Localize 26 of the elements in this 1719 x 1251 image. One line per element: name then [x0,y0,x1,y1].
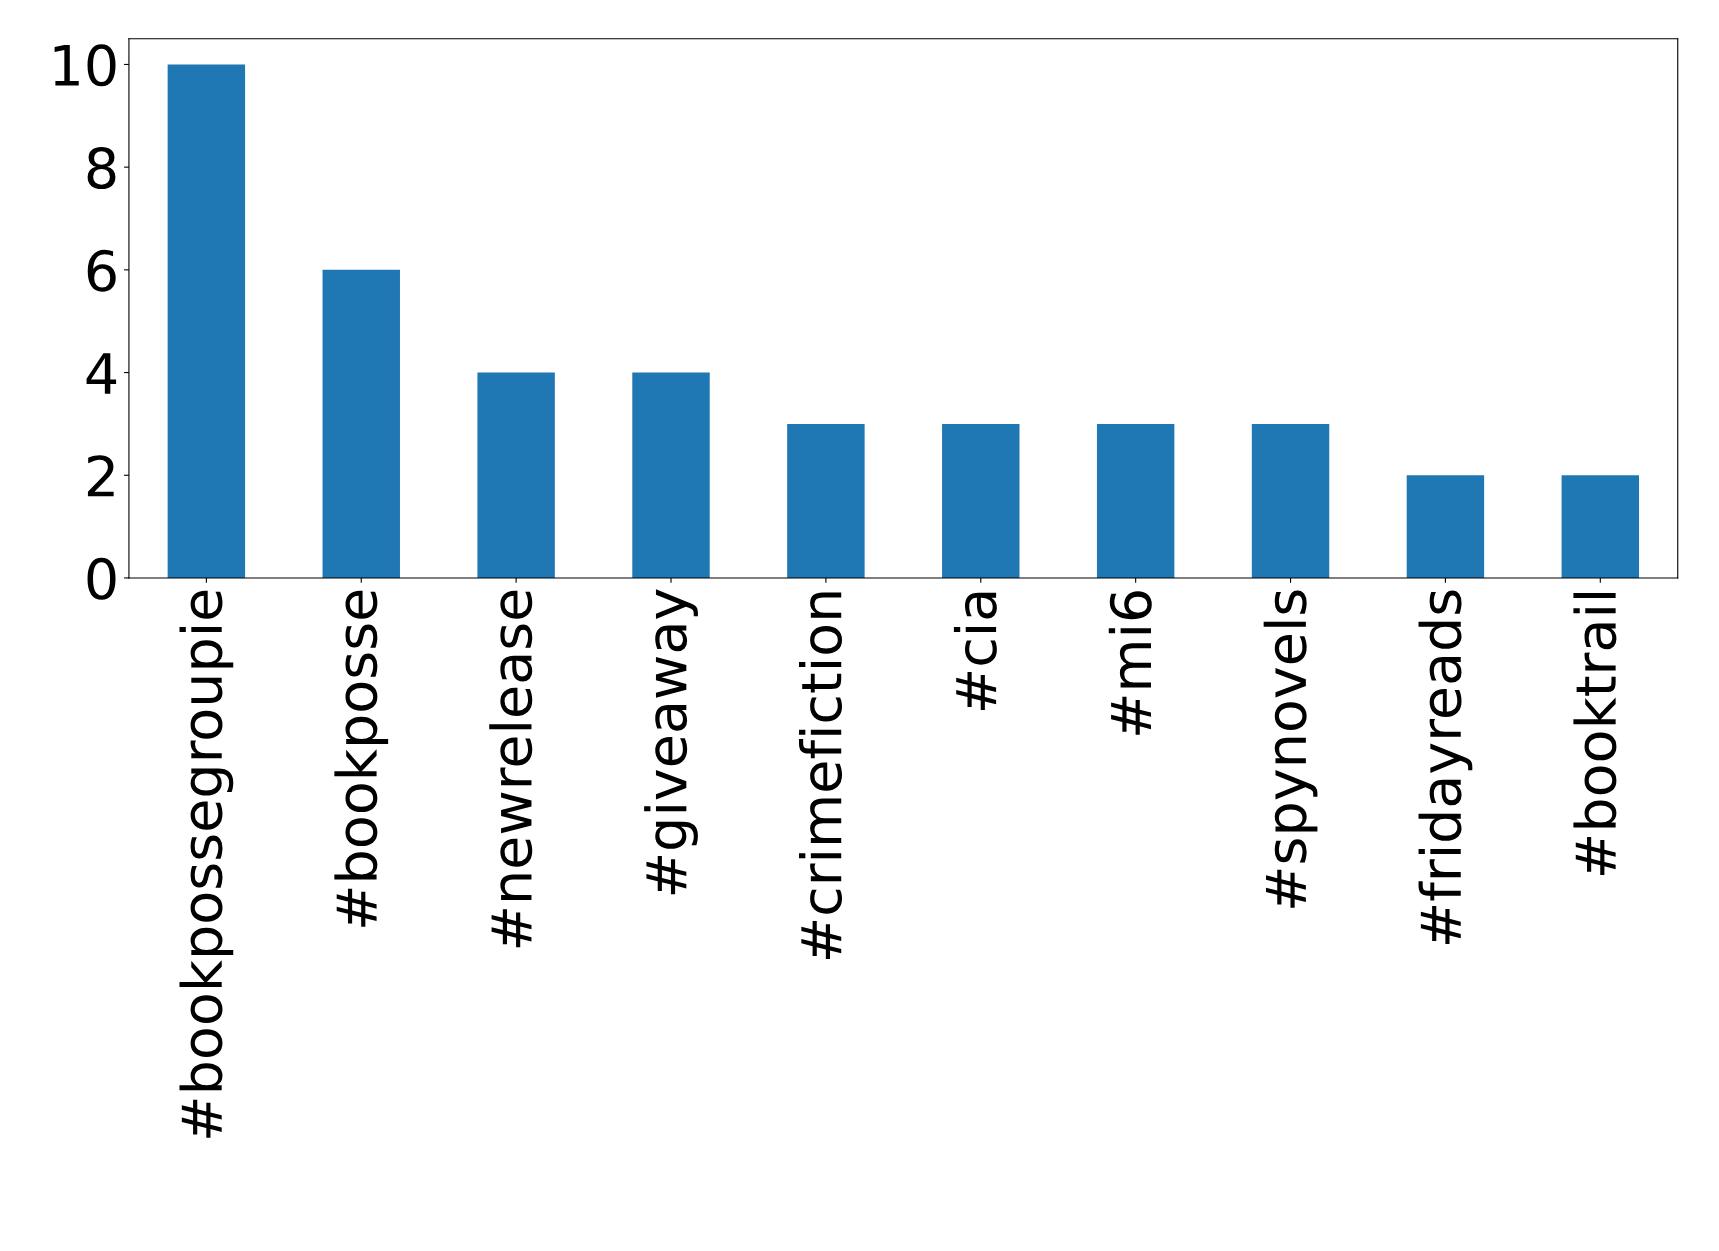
bar [1561,475,1640,578]
y-tick-label: 4 [86,353,117,394]
bar [1096,423,1175,578]
y-tick-label: 2 [87,455,114,497]
bar [632,372,710,578]
y-tick-label: 10 [54,44,116,87]
x-tick-label: #mi6 [1108,591,1152,735]
x-tick-label: #bookposse [334,590,389,927]
y-tick-label: 6 [87,249,116,292]
x-tick-label: #giveaway [644,589,698,895]
bar [477,372,555,578]
y-tick-label: 8 [87,147,116,190]
x-tick-label: #cia [953,592,997,710]
bar [787,423,865,578]
x-tick-label: #booktrail [1573,592,1617,875]
bar [942,423,1020,578]
x-tick-label: #spynovels [1263,590,1318,908]
x-tick-label: #fridayreads [1418,590,1473,944]
bar [167,64,246,578]
bar [1406,475,1485,578]
y-tick-label: 0 [87,557,116,600]
bar [322,269,400,578]
x-tick-label: #crimefiction [799,592,843,960]
x-tick-label: #bookpossegroupie [179,590,234,1138]
x-tick-label: #newrelease [489,590,533,948]
bar [1251,423,1330,578]
